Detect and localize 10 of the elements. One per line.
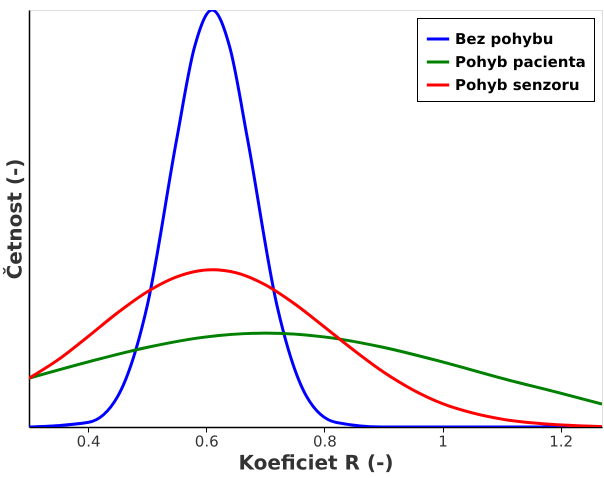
x-tick-label: 0.8 bbox=[312, 432, 337, 450]
legend-label: Pohyb pacienta bbox=[455, 53, 586, 71]
legend-label: Pohyb senzoru bbox=[455, 76, 580, 94]
y-axis-title: Četnost (-) bbox=[2, 158, 26, 280]
legend-label: Bez pohybu bbox=[455, 30, 554, 48]
x-tick-label: 1 bbox=[438, 432, 448, 450]
x-axis-title: Koeficiet R (-) bbox=[238, 450, 394, 474]
x-tick-label: 1.2 bbox=[549, 432, 574, 450]
x-tick-label: 0.6 bbox=[194, 432, 219, 450]
x-tick-label: 0.4 bbox=[76, 432, 100, 450]
